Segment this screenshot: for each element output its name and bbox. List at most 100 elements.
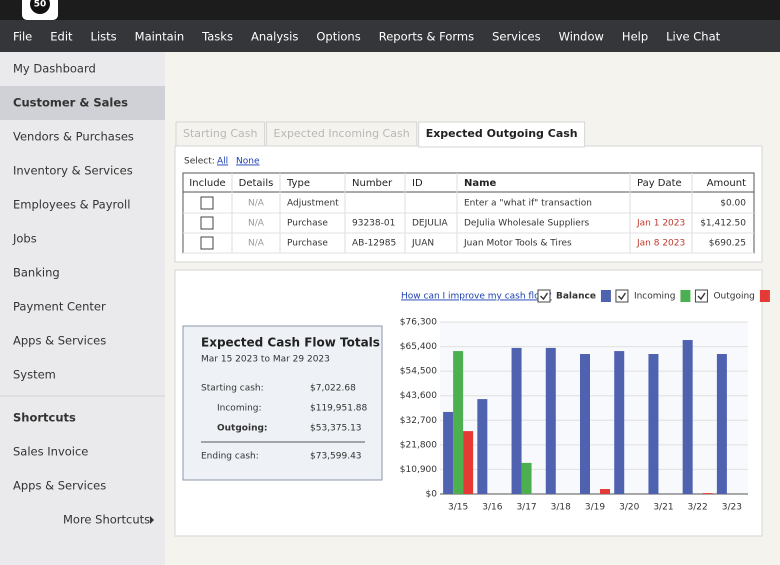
legend-checkbox[interactable] (537, 289, 551, 303)
table-cell: Purchase (287, 219, 328, 229)
logo-mark (30, 0, 50, 14)
logo: 50 (34, 0, 47, 10)
x-tick-label: 3/19 (585, 503, 605, 513)
legend-checkbox[interactable] (615, 289, 629, 303)
more-shortcuts[interactable]: More Shortcuts (63, 513, 150, 527)
table-cell: JUAN (411, 239, 434, 249)
summary-label: Incoming: (217, 404, 262, 414)
sidebar-item[interactable]: Vendors & Purchases (13, 130, 134, 144)
more-arrow (150, 516, 154, 524)
sidebar-item[interactable]: Inventory & Services (13, 164, 133, 178)
shortcuts-title: Shortcuts (13, 411, 76, 425)
select-none[interactable]: None (236, 157, 260, 167)
plot-area (440, 322, 748, 494)
transactions-panel (174, 145, 763, 263)
summary-value: $73,599.43 (310, 452, 362, 462)
menu-item[interactable]: Maintain (135, 30, 185, 44)
menu-item[interactable]: Tasks (201, 30, 233, 44)
tab-frame (418, 121, 586, 148)
sidebar-item[interactable]: System (13, 368, 56, 382)
bar (614, 351, 625, 494)
legend-swatch (680, 290, 691, 302)
column-header[interactable]: Pay Date (637, 178, 682, 189)
legend-checkbox[interactable] (694, 289, 708, 303)
bar (453, 351, 464, 494)
x-tick-label: 3/20 (619, 503, 639, 513)
summary-period: Mar 15 2023 to Mar 29 2023 (201, 355, 330, 365)
bar (648, 354, 659, 494)
table-header (182, 172, 755, 193)
tab[interactable]: Expected Incoming Cash (274, 127, 410, 140)
include-checkbox[interactable] (200, 216, 214, 230)
bar (702, 493, 713, 494)
legend-swatch (600, 290, 611, 302)
sidebar-item[interactable]: Employees & Payroll (13, 198, 130, 212)
legend-swatch (759, 290, 770, 302)
menu-item[interactable]: Lists (91, 30, 117, 44)
y-tick-label: $76,300 (400, 318, 437, 328)
bar (443, 411, 454, 494)
x-tick-label: 3/21 (653, 503, 673, 513)
table-cell: $0.00 (720, 199, 746, 209)
bar (600, 489, 610, 494)
column-header[interactable]: Details (239, 178, 274, 189)
menu-item[interactable]: Live Chat (666, 30, 721, 44)
menu-bar (0, 20, 780, 52)
summary-label: Ending cash: (201, 452, 259, 462)
column-header[interactable]: Type (286, 178, 310, 189)
sidebar-item[interactable]: Payment Center (13, 300, 106, 314)
sidebar-item[interactable]: Customer & Sales (13, 96, 128, 110)
tab-frame (175, 121, 266, 147)
sidebar-item[interactable]: My Dashboard (13, 62, 96, 76)
x-tick-label: 3/17 (516, 503, 536, 513)
x-tick-label: 3/15 (448, 503, 468, 513)
column-header[interactable]: Include (189, 178, 225, 189)
sidebar-item[interactable]: Banking (13, 266, 60, 280)
shortcut[interactable]: Apps & Services (13, 479, 106, 493)
menu-item[interactable]: Edit (50, 30, 73, 44)
menu-item[interactable]: Analysis (251, 30, 298, 44)
x-tick-label: 3/18 (551, 503, 571, 513)
y-tick-label: $43,600 (400, 391, 437, 401)
sidebar-item[interactable]: Jobs (12, 232, 37, 246)
bar (682, 340, 693, 494)
legend-label: Outgoing (713, 292, 754, 302)
column-header[interactable]: ID (412, 178, 423, 189)
column-header[interactable]: Name (464, 178, 497, 189)
tab[interactable]: Expected Outgoing Cash (426, 127, 578, 140)
include-checkbox[interactable] (200, 236, 214, 250)
y-tick-label: $0 (426, 490, 438, 500)
menu-item[interactable]: Help (622, 30, 648, 44)
help-link[interactable]: How can I improve my cash flow? (401, 292, 552, 302)
bar (521, 462, 532, 494)
table-cell: N/A (248, 219, 265, 229)
include-checkbox[interactable] (200, 196, 214, 210)
menu-item[interactable]: Options (316, 30, 360, 44)
menu-item[interactable]: Reports & Forms (379, 30, 474, 44)
select-all[interactable]: All (217, 157, 228, 167)
table-cell: Purchase (287, 239, 328, 249)
table-cell: N/A (248, 239, 265, 249)
table-cell: Jan 1 2023 (636, 219, 685, 229)
shortcut[interactable]: Sales Invoice (13, 445, 88, 459)
sidebar-selected (0, 86, 165, 120)
table-cell: 93238-01 (352, 219, 395, 229)
summary-label: Outgoing: (217, 424, 268, 434)
column-header[interactable]: Number (352, 178, 393, 189)
bar (545, 347, 556, 494)
column-header[interactable]: Amount (707, 178, 746, 189)
select-label: Select: (184, 157, 215, 167)
legend-checkbox-check (540, 292, 549, 301)
table-cell: DeJulia Wholesale Suppliers (464, 219, 590, 229)
table-cell: N/A (248, 199, 265, 209)
legend-checkbox-check (617, 292, 627, 301)
sidebar-item[interactable]: Apps & Services (13, 334, 106, 348)
y-tick-label: $21,800 (400, 440, 437, 450)
table-cell: AB-12985 (352, 239, 396, 249)
y-tick-label: $10,900 (400, 465, 437, 475)
menu-item[interactable]: Window (559, 30, 604, 44)
menu-item[interactable]: Services (492, 30, 541, 44)
tab[interactable]: Starting Cash (183, 127, 258, 140)
menu-item[interactable]: File (13, 30, 32, 44)
